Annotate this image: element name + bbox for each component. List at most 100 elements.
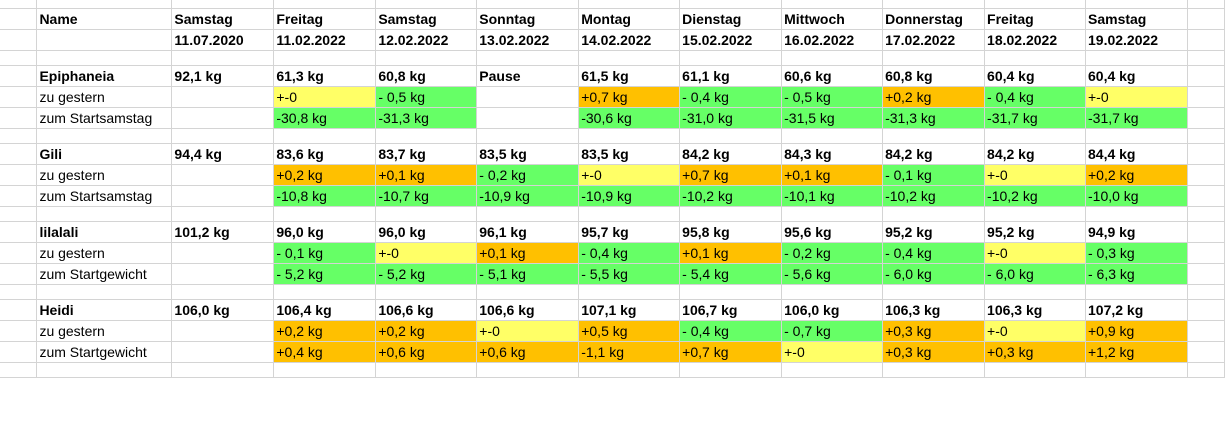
weight-cell[interactable]: 84,4 kg [1085, 143, 1188, 165]
weight-cell[interactable]: 107,1 kg [578, 299, 681, 321]
empty-cell[interactable] [781, 362, 884, 378]
daily-change-cell[interactable] [476, 86, 580, 108]
empty-cell[interactable] [679, 284, 783, 300]
empty-cell[interactable] [578, 206, 681, 222]
total-change-cell[interactable]: -31,3 kg [882, 107, 986, 129]
daily-change-label[interactable]: zu gestern [36, 242, 173, 264]
weekday-header[interactable]: Freitag [984, 8, 1086, 30]
empty-cell[interactable] [781, 206, 884, 222]
daily-change-cell[interactable]: - 0,2 kg [476, 164, 580, 186]
empty-cell[interactable] [1187, 263, 1225, 285]
daily-change-cell[interactable]: +0,2 kg [1085, 164, 1188, 186]
empty-cell[interactable] [36, 128, 173, 144]
weight-cell[interactable]: 61,3 kg [273, 65, 377, 87]
empty-cell[interactable] [1187, 299, 1225, 321]
empty-cell[interactable] [273, 206, 377, 222]
total-change-cell[interactable]: - 5,6 kg [781, 263, 884, 285]
empty-cell[interactable] [171, 128, 275, 144]
person-name[interactable]: Epiphaneia [36, 65, 173, 87]
weekday-header[interactable]: Dienstag [679, 8, 783, 30]
empty-cell[interactable] [882, 362, 986, 378]
empty-cell[interactable] [781, 128, 884, 144]
date-header[interactable]: 18.02.2022 [984, 29, 1086, 51]
empty-cell[interactable] [882, 284, 986, 300]
empty-cell[interactable] [36, 0, 173, 9]
weight-cell[interactable]: 96,1 kg [476, 221, 580, 243]
weight-cell[interactable]: 83,6 kg [273, 143, 377, 165]
empty-cell[interactable] [1085, 50, 1188, 66]
weight-cell[interactable]: 94,9 kg [1085, 221, 1188, 243]
weight-cell[interactable]: 107,2 kg [1085, 299, 1188, 321]
row-edge-cell[interactable] [0, 86, 38, 108]
row-edge-cell[interactable] [0, 65, 38, 87]
weekday-header[interactable]: Freitag [273, 8, 377, 30]
empty-cell[interactable] [1187, 29, 1225, 51]
row-edge-cell[interactable] [0, 29, 38, 51]
empty-cell[interactable] [273, 50, 377, 66]
empty-cell[interactable] [1187, 206, 1225, 222]
empty-cell[interactable] [1187, 320, 1225, 342]
daily-change-cell[interactable]: - 0,2 kg [781, 242, 884, 264]
empty-cell[interactable] [1187, 341, 1225, 363]
date-header[interactable]: 11.07.2020 [171, 29, 275, 51]
total-change-cell[interactable]: +0,4 kg [273, 341, 377, 363]
total-change-cell[interactable]: -10,8 kg [273, 185, 377, 207]
total-change-cell[interactable] [171, 263, 275, 285]
daily-change-cell[interactable] [171, 86, 275, 108]
weekday-header[interactable]: Samstag [171, 8, 275, 30]
row-edge-cell[interactable] [0, 341, 38, 363]
empty-cell[interactable] [1085, 128, 1188, 144]
empty-cell[interactable] [0, 50, 38, 66]
empty-cell[interactable] [984, 362, 1086, 378]
total-change-cell[interactable]: +0,7 kg [679, 341, 783, 363]
daily-change-label[interactable]: zu gestern [36, 320, 173, 342]
empty-cell[interactable] [1187, 50, 1225, 66]
weight-cell[interactable]: 101,2 kg [171, 221, 275, 243]
total-change-label[interactable]: zum Startgewicht [36, 341, 173, 363]
total-change-cell[interactable]: -10,0 kg [1085, 185, 1188, 207]
date-header[interactable]: 14.02.2022 [578, 29, 681, 51]
empty-cell[interactable] [36, 284, 173, 300]
row-edge-cell[interactable] [0, 320, 38, 342]
total-change-cell[interactable]: - 6,3 kg [1085, 263, 1188, 285]
weight-cell[interactable]: 95,7 kg [578, 221, 681, 243]
empty-cell[interactable] [36, 362, 173, 378]
daily-change-cell[interactable]: - 0,3 kg [1085, 242, 1188, 264]
daily-change-label[interactable]: zu gestern [36, 86, 173, 108]
total-change-cell[interactable]: -10,9 kg [476, 185, 580, 207]
empty-cell[interactable] [984, 284, 1086, 300]
empty-cell[interactable] [679, 0, 783, 9]
empty-cell[interactable] [273, 362, 377, 378]
weight-cell[interactable]: 83,7 kg [375, 143, 478, 165]
weight-cell[interactable]: Pause [476, 65, 580, 87]
empty-cell[interactable] [1187, 128, 1225, 144]
total-change-cell[interactable] [171, 185, 275, 207]
daily-change-cell[interactable]: +-0 [375, 242, 478, 264]
daily-change-cell[interactable]: +0,7 kg [578, 86, 681, 108]
empty-cell[interactable] [476, 50, 580, 66]
total-change-cell[interactable]: +-0 [781, 341, 884, 363]
daily-change-cell[interactable]: +-0 [476, 320, 580, 342]
empty-cell[interactable] [171, 206, 275, 222]
empty-cell[interactable] [36, 206, 173, 222]
daily-change-cell[interactable]: - 0,1 kg [882, 164, 986, 186]
weight-cell[interactable]: 96,0 kg [375, 221, 478, 243]
weekday-header[interactable]: Sonntag [476, 8, 580, 30]
empty-cell[interactable] [375, 128, 478, 144]
total-change-cell[interactable] [171, 341, 275, 363]
total-change-cell[interactable]: -10,9 kg [578, 185, 681, 207]
empty-cell[interactable] [476, 362, 580, 378]
daily-change-cell[interactable]: +0,1 kg [679, 242, 783, 264]
total-change-cell[interactable]: - 5,2 kg [273, 263, 377, 285]
empty-cell[interactable] [375, 50, 478, 66]
weight-cell[interactable]: 106,3 kg [984, 299, 1086, 321]
daily-change-cell[interactable] [171, 242, 275, 264]
row-edge-cell[interactable] [0, 107, 38, 129]
empty-cell[interactable] [1187, 107, 1225, 129]
row-edge-cell[interactable] [0, 143, 38, 165]
empty-cell[interactable] [679, 128, 783, 144]
daily-change-cell[interactable]: +0,5 kg [578, 320, 681, 342]
weight-cell[interactable]: 106,4 kg [273, 299, 377, 321]
row-edge-cell[interactable] [0, 221, 38, 243]
total-change-cell[interactable]: - 6,0 kg [984, 263, 1086, 285]
